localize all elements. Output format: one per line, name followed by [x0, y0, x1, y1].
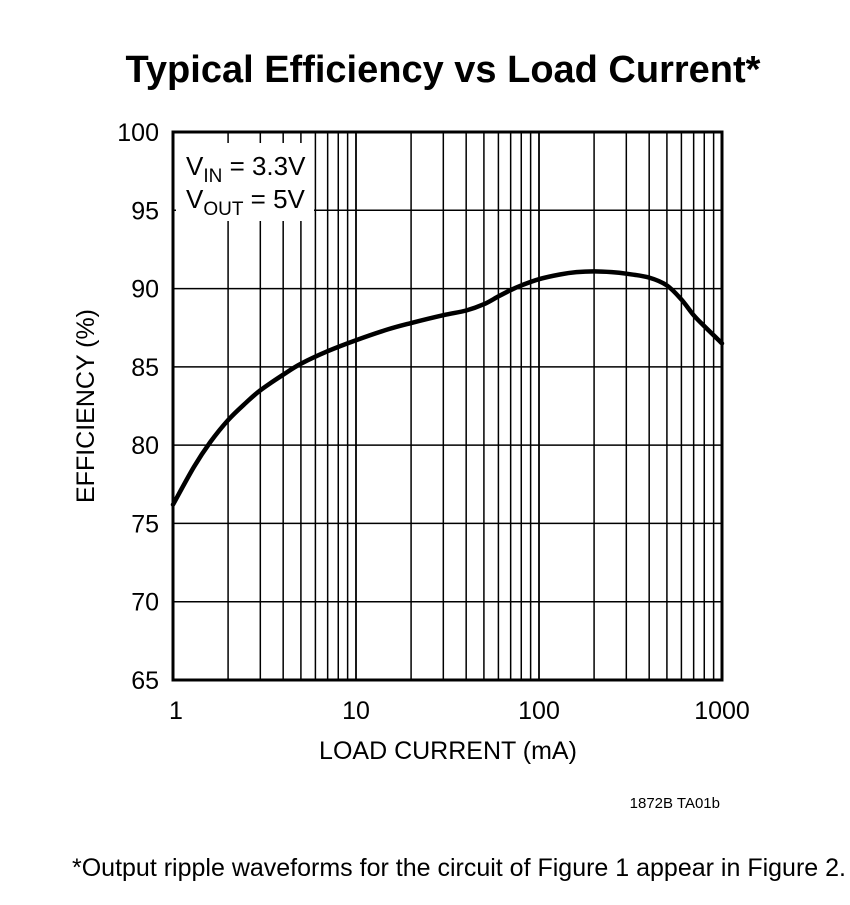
- x-axis-label: LOAD CURRENT (mA): [319, 737, 577, 765]
- chart-title: Typical Efficiency vs Load Current*: [126, 49, 761, 91]
- y-tick-label: 75: [131, 510, 159, 538]
- y-axis-label: EFFICIENCY (%): [72, 309, 100, 503]
- x-tick-labels: 1 10 100 1000: [169, 697, 750, 725]
- x-tick-label: 100: [518, 697, 560, 725]
- conditions-background: [176, 143, 314, 221]
- efficiency-curve: [170, 269, 725, 507]
- y-tick-labels: 65 70 75 80 85 90 95 100: [117, 119, 159, 695]
- part-code: 1872B TA01b: [630, 795, 720, 812]
- vout-condition: VOUT = 5V: [186, 184, 306, 220]
- x-tick-label: 1: [169, 697, 183, 725]
- y-tick-label: 100: [117, 119, 159, 147]
- grid-minor-lines: [227, 132, 715, 680]
- footnote: *Output ripple waveforms for the circuit…: [72, 854, 846, 882]
- y-tick-label: 90: [131, 276, 159, 304]
- y-tick-label: 65: [131, 667, 159, 695]
- y-tick-label: 95: [131, 197, 159, 225]
- series-layer: [170, 269, 725, 507]
- plot-frame: [171, 130, 724, 682]
- y-tick-label: 80: [131, 432, 159, 460]
- y-tick-label: 85: [131, 354, 159, 382]
- x-tick-label: 10: [342, 697, 370, 725]
- y-tick-label: 70: [131, 589, 159, 617]
- x-tick-label: 1000: [694, 697, 750, 725]
- vin-condition: VIN = 3.3V: [186, 151, 306, 187]
